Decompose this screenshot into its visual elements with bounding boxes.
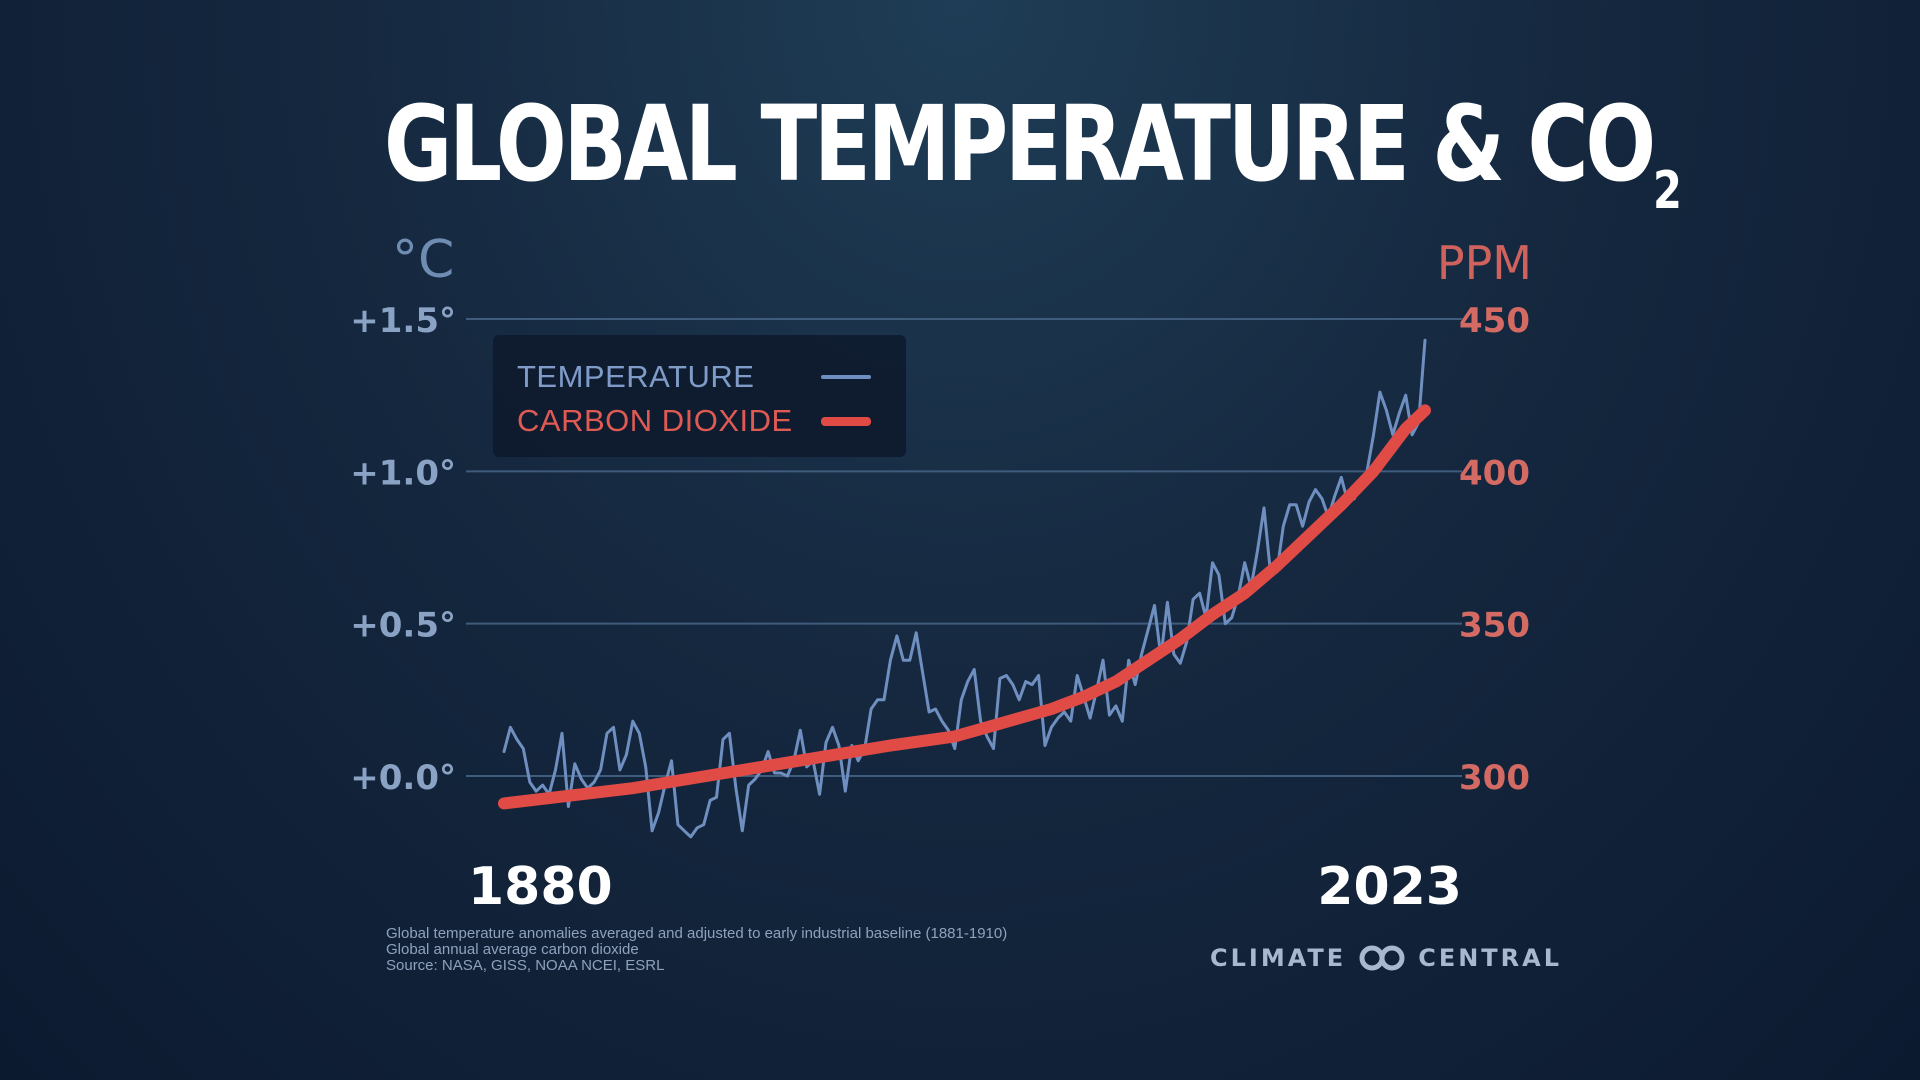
series-lines	[498, 338, 1431, 839]
chart-title-main: GLOBAL TEMPERATURE & CO	[384, 83, 1656, 205]
y-right-tick-label: 400	[1459, 453, 1530, 493]
footnote-line-1: Global temperature anomalies averaged an…	[386, 925, 1008, 942]
legend-label-co2: CARBON DIOXIDE	[517, 403, 793, 438]
y-right-tick-label: 350	[1459, 606, 1530, 646]
chart-title-subscript: 2	[1652, 161, 1682, 221]
brand-text-right: CENTRAL	[1418, 944, 1563, 972]
footnote: Global temperature anomalies averaged an…	[386, 926, 1007, 974]
y-left-tick-label: +1.0°	[350, 453, 456, 493]
y-right-unit: PPM	[1436, 236, 1532, 290]
linked-rings-icon	[1359, 945, 1405, 971]
y-left-tick-label: +1.5°	[350, 301, 456, 341]
brand-text-left: CLIMATE	[1210, 944, 1347, 972]
footnote-line-2: Global annual average carbon dioxide	[386, 941, 639, 958]
footnote-line-3: Source: NASA, GISS, NOAA NCEI, ESRL	[386, 957, 665, 974]
brand-logo: CLIMATE CENTRAL	[1210, 944, 1562, 972]
x-end-label: 2023	[1317, 857, 1462, 917]
axis-ticks: +0.0° 300 +0.5° 350 +1.0° 400 +1.5° 450	[350, 301, 1530, 798]
y-left-tick-label: +0.5°	[350, 606, 456, 646]
legend: TEMPERATURE CARBON DIOXIDE	[493, 335, 906, 457]
y-right-tick-label: 300	[1459, 758, 1530, 798]
legend-item-temperature: TEMPERATURE	[517, 359, 871, 395]
legend-label-temperature: TEMPERATURE	[517, 359, 755, 394]
legend-swatch-temperature	[821, 375, 871, 379]
y-left-tick-label: +0.0°	[350, 758, 456, 798]
x-start-label: 1880	[468, 857, 613, 917]
chart-title: GLOBAL TEMPERATURE & CO2	[384, 92, 1682, 217]
y-left-unit: °C	[392, 230, 455, 290]
co2-series-line	[498, 404, 1431, 810]
legend-item-co2: CARBON DIOXIDE	[517, 403, 871, 439]
legend-swatch-co2	[821, 416, 871, 426]
grid-lines	[466, 318, 1462, 777]
y-right-tick-label: 450	[1459, 301, 1530, 341]
